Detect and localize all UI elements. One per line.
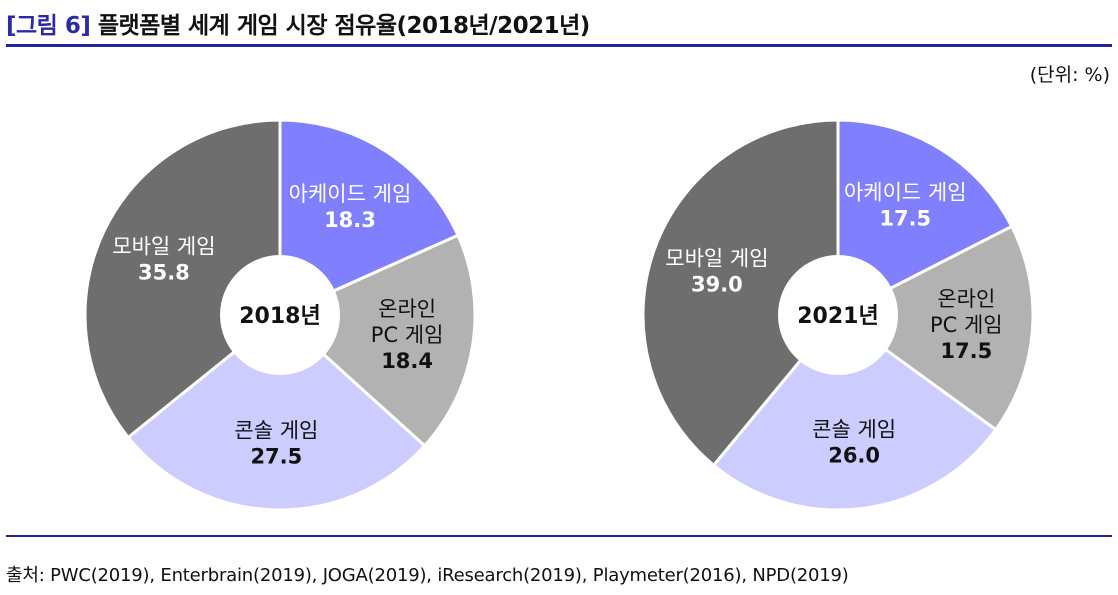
pie-slice-console bbox=[126, 313, 427, 512]
slice-label-console: 콘솔 게임 bbox=[234, 419, 318, 443]
slice-label-arcade: 아케이드 게임 bbox=[844, 180, 967, 204]
slice-label-online-pc: 온라인 bbox=[937, 287, 995, 311]
slice-value-mobile: 35.8 bbox=[138, 260, 190, 284]
figure-title: [그림 6] 플랫폼별 세계 게임 시장 점유율(2018년/2021년) bbox=[6, 6, 590, 40]
slice-value-arcade: 18.3 bbox=[324, 208, 376, 232]
slice-label-online-pc: PC 게임 bbox=[930, 313, 1003, 337]
figure-label: [그림 6] bbox=[6, 13, 91, 39]
slice-label-online-pc: 온라인 bbox=[378, 297, 436, 321]
pie-center-label: 2021년 bbox=[797, 304, 878, 329]
unit-label: (단위: %) bbox=[1029, 64, 1110, 86]
pie-slice-mobile bbox=[641, 118, 840, 468]
slice-value-console: 27.5 bbox=[250, 445, 302, 469]
pie-center-hole bbox=[220, 255, 340, 375]
slice-label-console: 콘솔 게임 bbox=[812, 418, 896, 442]
pie-center-hole bbox=[778, 255, 898, 375]
figure-title-text: 플랫폼별 세계 게임 시장 점유율(2018년/2021년) bbox=[97, 13, 590, 39]
slice-label-online-pc: PC 게임 bbox=[371, 323, 444, 347]
slice-label-mobile: 모바일 게임 bbox=[665, 246, 768, 270]
source-note: 출처: PWC(2019), Enterbrain(2019), JOGA(20… bbox=[6, 565, 849, 586]
pie-slice-mobile bbox=[83, 118, 282, 440]
pie-slice-online-pc bbox=[277, 233, 477, 448]
slice-value-console: 26.0 bbox=[828, 444, 880, 468]
pie-slice-console bbox=[711, 312, 998, 512]
slice-value-mobile: 39.0 bbox=[691, 272, 743, 296]
pie-slice-arcade bbox=[278, 118, 460, 318]
pie-center-label: 2018년 bbox=[239, 304, 320, 329]
top-rule bbox=[6, 44, 1112, 47]
slice-value-online-pc: 18.4 bbox=[381, 349, 433, 373]
pie-slice-online-pc bbox=[835, 224, 1035, 432]
pie-slice-arcade bbox=[836, 118, 1014, 318]
slice-value-arcade: 17.5 bbox=[879, 206, 931, 230]
slice-label-arcade: 아케이드 게임 bbox=[289, 182, 412, 206]
bottom-rule bbox=[6, 535, 1112, 537]
slice-value-online-pc: 17.5 bbox=[940, 339, 992, 363]
slice-label-mobile: 모바일 게임 bbox=[112, 234, 215, 258]
